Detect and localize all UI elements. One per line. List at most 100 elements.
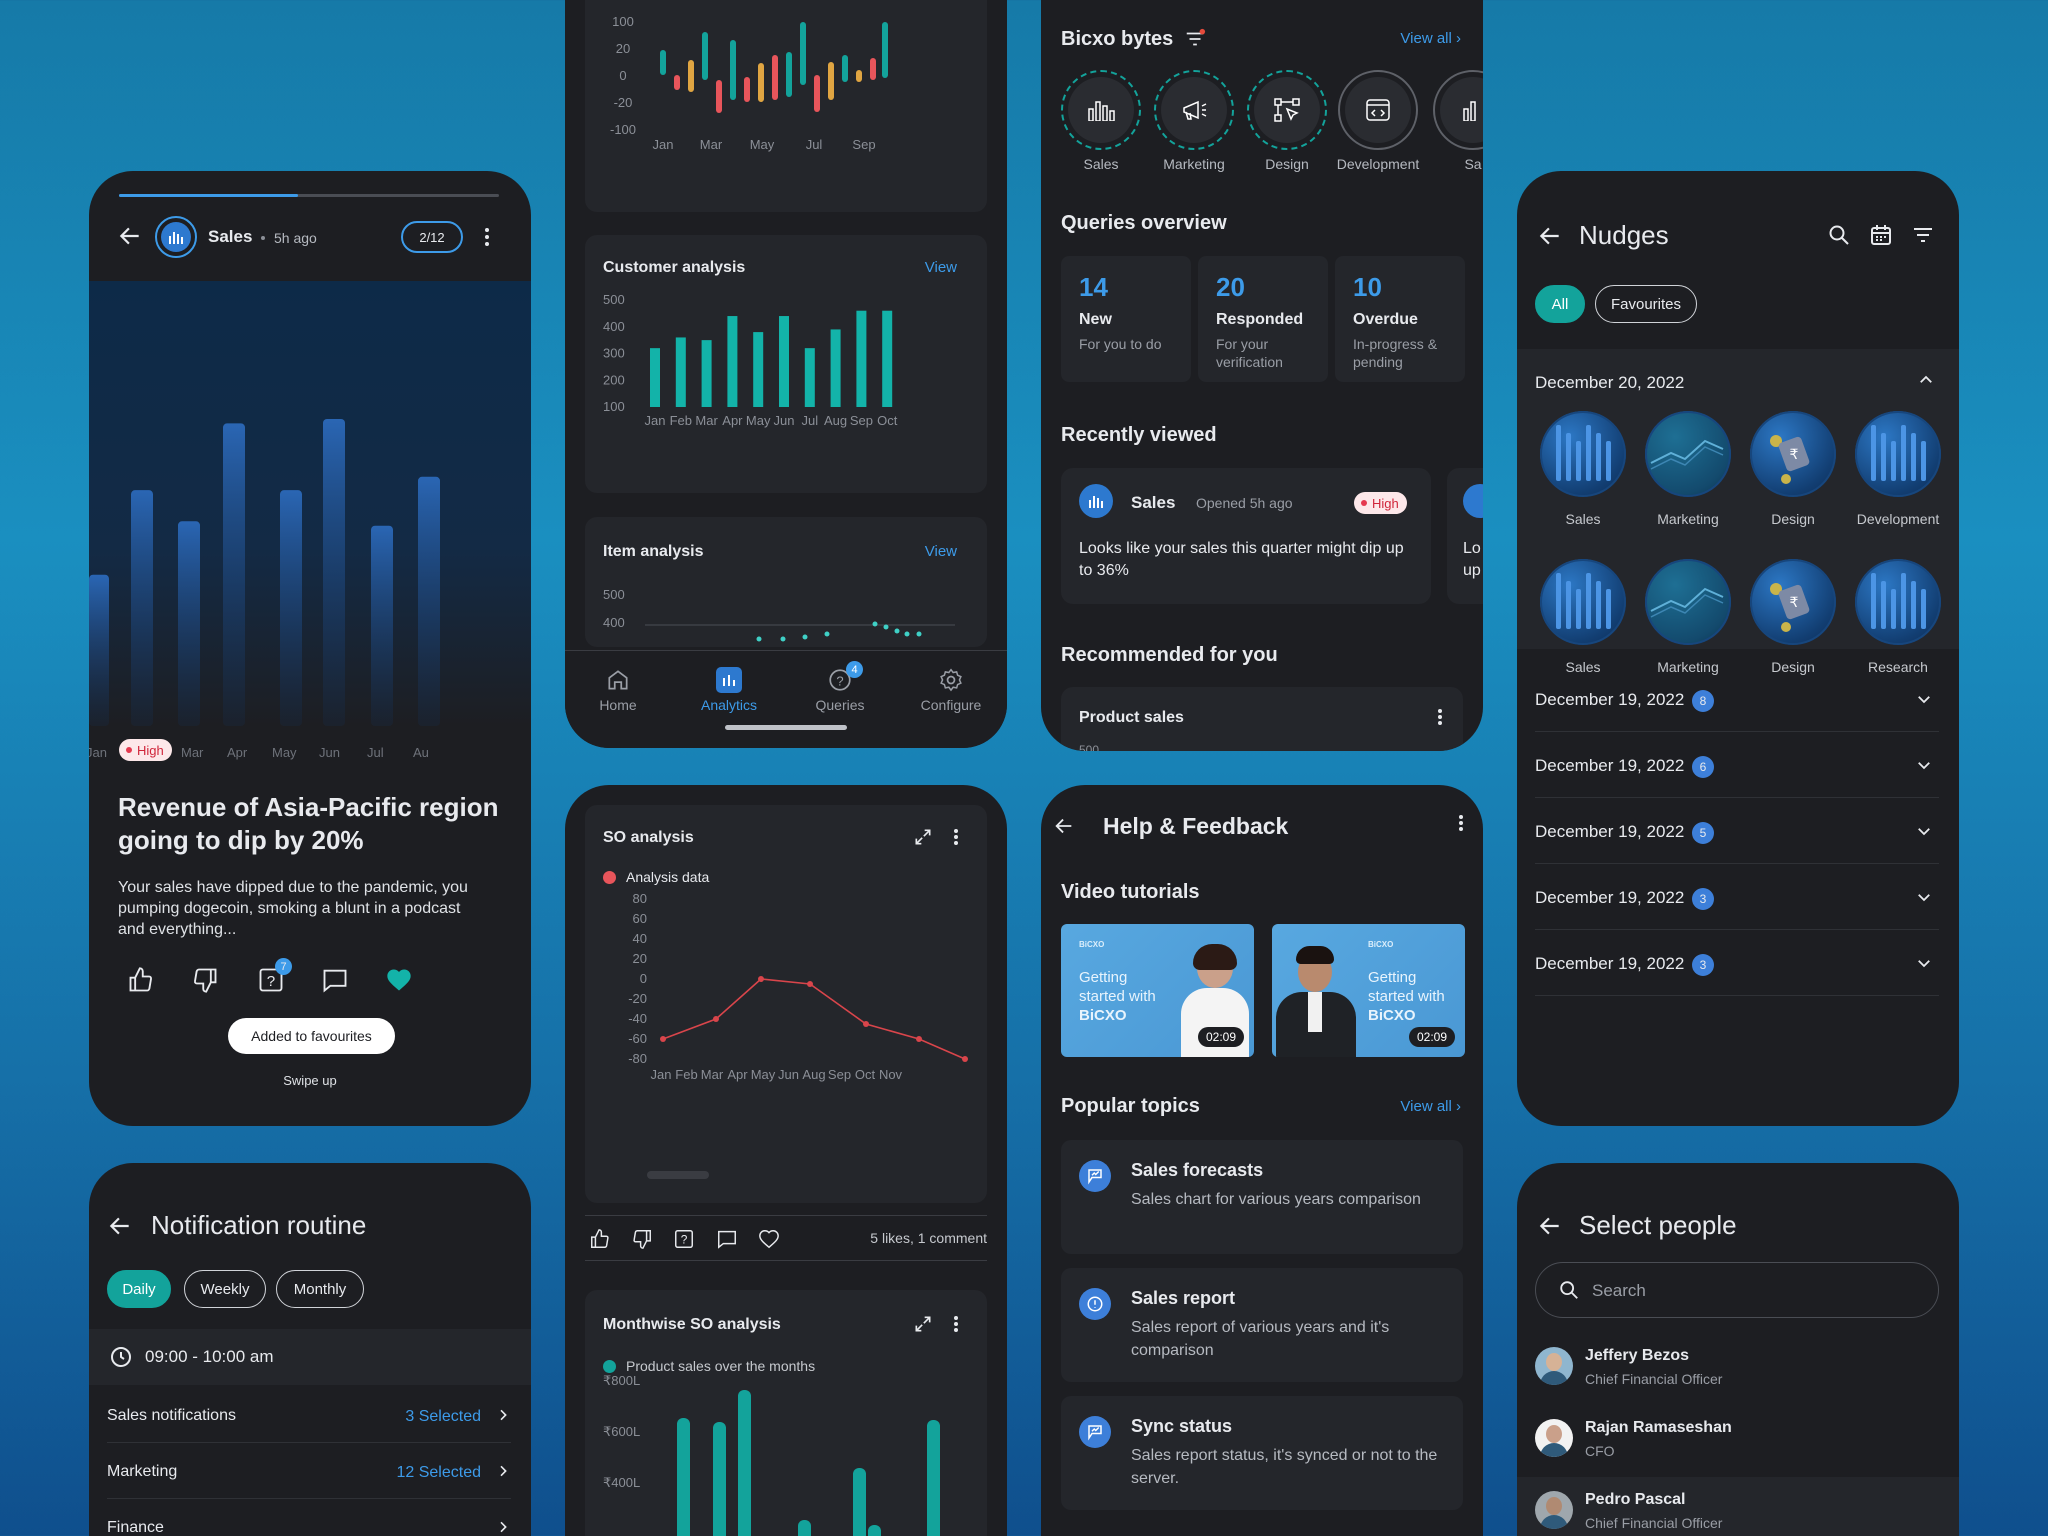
y-tick-label: 60: [633, 911, 647, 926]
back-arrow-icon[interactable]: [107, 1213, 133, 1239]
nudge-tile[interactable]: Marketing: [1640, 559, 1736, 675]
query-stat-card[interactable]: 20 Responded For your verification: [1198, 256, 1328, 382]
view-all-link[interactable]: View all ›: [1400, 1098, 1461, 1115]
time-range-row[interactable]: 09:00 - 10:00 am: [89, 1329, 531, 1385]
scroll-indicator[interactable]: [647, 1171, 709, 1179]
back-arrow-icon[interactable]: [1537, 1213, 1563, 1239]
nudge-tile[interactable]: Research: [1850, 559, 1946, 675]
candle-chart: 100 20 0 -20 -100 Jan Mar May Jul Sep: [610, 14, 888, 152]
chip-favourites[interactable]: Favourites: [1595, 285, 1697, 323]
comment-icon[interactable]: [321, 966, 349, 994]
queries-overview-title: Queries overview: [1061, 212, 1227, 234]
recent-item-card[interactable]: Sales Opened 5h ago High Looks like your…: [1061, 468, 1431, 604]
story-counter-badge[interactable]: 2/12: [401, 221, 463, 253]
nudge-tile[interactable]: Development: [1850, 411, 1946, 527]
person-row[interactable]: Jeffery Bezos Chief Financial Officer: [1517, 1333, 1959, 1405]
story-title: Revenue of Asia-Pacific region going to d…: [118, 792, 499, 855]
view-link[interactable]: View: [924, 259, 957, 276]
topic-card[interactable]: Sales report Sales report of various year…: [1061, 1268, 1463, 1382]
month-label: Jul: [367, 745, 384, 760]
byte-category-1[interactable]: Marketing: [1154, 70, 1234, 172]
expand-icon[interactable]: [913, 1314, 933, 1334]
chip-all[interactable]: All: [1535, 285, 1585, 323]
chip-weekly[interactable]: Weekly: [184, 1270, 266, 1308]
byte-category-4[interactable]: Sa: [1433, 70, 1483, 172]
more-options-icon[interactable]: [1437, 707, 1443, 727]
thumbs-down-icon[interactable]: [631, 1228, 653, 1250]
filter-icon[interactable]: [1911, 223, 1935, 247]
expand-icon[interactable]: [913, 827, 933, 847]
customer-bar-chart: 500 400 300 200 100 Jan Feb Mar Apr May Jun Jul Aug S…: [603, 292, 898, 428]
byte-category-0[interactable]: Sales: [1061, 70, 1141, 172]
thumbs-up-icon[interactable]: [589, 1228, 611, 1250]
nudge-tile[interactable]: Sales: [1535, 559, 1631, 675]
nudge-tile[interactable]: ₹ Design: [1745, 559, 1841, 675]
search-field[interactable]: Search: [1535, 1262, 1939, 1318]
x-tick-label: Oct: [855, 1067, 876, 1082]
topic-card[interactable]: Sales forecasts Sales chart for various y…: [1061, 1140, 1463, 1254]
thumbs-up-icon[interactable]: [127, 966, 155, 994]
byte-category-3[interactable]: Development: [1333, 70, 1423, 172]
query-icon[interactable]: ?: [673, 1228, 695, 1250]
back-arrow-icon[interactable]: [1537, 223, 1563, 249]
story-bar: [371, 525, 393, 726]
nudge-tile[interactable]: Marketing: [1640, 411, 1736, 527]
search-placeholder: Search: [1592, 1281, 1646, 1300]
nav-configure[interactable]: Configure: [906, 667, 996, 713]
more-options-icon[interactable]: [1458, 813, 1464, 833]
chevron-right-icon: [495, 1463, 511, 1479]
calendar-icon[interactable]: [1869, 223, 1893, 247]
recommended-card[interactable]: Product sales 500: [1061, 687, 1463, 751]
video-card-1[interactable]: BiCXO Getting started with BiCXO 02:09: [1061, 924, 1254, 1057]
date-group-row[interactable]: December 19, 2022 5: [1535, 798, 1939, 864]
person-row[interactable]: Pedro Pascal Chief Financial Officer: [1517, 1477, 1959, 1536]
comment-icon[interactable]: [716, 1228, 738, 1250]
nudge-label: Marketing: [1657, 659, 1719, 675]
topic-card[interactable]: Sync status Sales report status, it's syn…: [1061, 1396, 1463, 1510]
query-icon[interactable]: ?: [257, 966, 285, 994]
bar-mark: [738, 1390, 751, 1536]
stat-count: 10: [1353, 272, 1382, 302]
chevron-up-icon[interactable]: [1917, 371, 1935, 389]
thumbs-down-icon[interactable]: [191, 966, 219, 994]
view-link[interactable]: View: [924, 543, 957, 560]
nav-home[interactable]: Home: [573, 667, 663, 713]
routine-row[interactable]: Sales notifications 3 Selected: [107, 1387, 511, 1443]
nudge-tile[interactable]: Sales: [1535, 411, 1631, 527]
view-all-link[interactable]: View all ›: [1400, 30, 1461, 47]
back-arrow-icon[interactable]: [1053, 815, 1075, 837]
nav-analytics[interactable]: Analytics: [684, 667, 774, 713]
bottom-nav: Home Analytics ? Queries 4 Configure: [565, 650, 1007, 748]
routine-row[interactable]: Marketing 12 Selected: [107, 1443, 511, 1499]
chip-monthly[interactable]: Monthly: [276, 1270, 364, 1308]
person-row[interactable]: Rajan Ramaseshan CFO: [1517, 1405, 1959, 1477]
topic-title: Sales report: [1131, 1288, 1236, 1308]
byte-category-2[interactable]: Design: [1247, 70, 1327, 172]
date-group-row[interactable]: December 19, 2022 3: [1535, 930, 1939, 996]
chip-daily[interactable]: Daily: [107, 1270, 171, 1308]
query-stat-card[interactable]: 14 New For you to do: [1061, 256, 1191, 382]
count-badge: 3: [1692, 888, 1714, 910]
routine-row[interactable]: Finance: [107, 1499, 511, 1536]
heart-icon[interactable]: [758, 1228, 780, 1250]
page-title: Select people: [1579, 1210, 1737, 1240]
y-tick-label: 300: [603, 346, 625, 361]
nav-queries[interactable]: ? Queries 4: [795, 661, 885, 713]
back-arrow-icon[interactable]: [117, 223, 143, 249]
search-icon[interactable]: [1827, 223, 1851, 247]
date-group-row[interactable]: December 19, 2022 8: [1535, 666, 1939, 732]
date-label: December 19, 2022: [1535, 756, 1685, 775]
date-group-row[interactable]: December 19, 2022 3: [1535, 864, 1939, 930]
social-bar: ? 5 likes, 1 comment: [585, 1215, 987, 1261]
filter-icon[interactable]: [1184, 28, 1206, 50]
heart-filled-icon[interactable]: [385, 966, 413, 994]
date-group-row[interactable]: December 19, 2022 6: [1535, 732, 1939, 798]
nudge-tile[interactable]: ₹ Design: [1745, 411, 1841, 527]
added-to-favourites-toast: Added to favourites: [228, 1018, 395, 1054]
query-stat-card[interactable]: 10 Overdue In-progress & pending: [1335, 256, 1465, 382]
more-options-icon[interactable]: [483, 225, 491, 249]
video-card-2[interactable]: BiCXO Getting started with BiCXO 02:09: [1272, 924, 1465, 1057]
more-options-icon[interactable]: [953, 827, 959, 847]
more-options-icon[interactable]: [953, 1314, 959, 1334]
recent-item-card-peek[interactable]: Lo up: [1447, 468, 1483, 604]
